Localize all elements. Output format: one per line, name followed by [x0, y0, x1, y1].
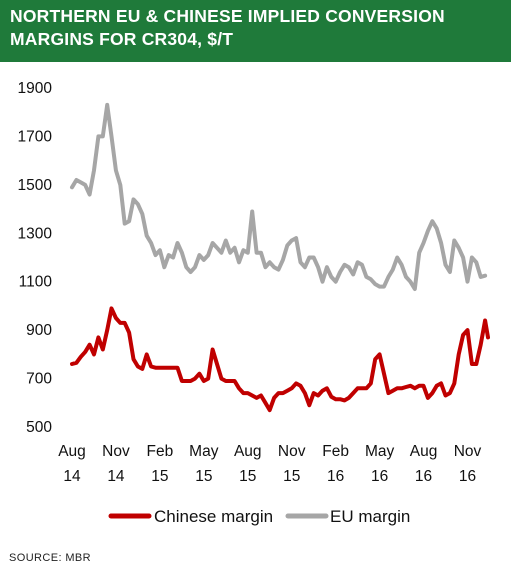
x-tick-label-month: Nov — [278, 443, 306, 460]
legend-label-eu-margin: EU margin — [330, 507, 410, 526]
x-tick-label-year: 16 — [415, 468, 432, 485]
x-tick-label-year: 14 — [107, 468, 125, 485]
y-tick-label: 1100 — [19, 274, 53, 291]
x-tick-label-year: 15 — [151, 468, 168, 485]
chart-title: NORTHERN EU & CHINESE IMPLIED CONVERSION… — [0, 0, 511, 62]
legend-label-chinese-margin: Chinese margin — [154, 507, 273, 526]
source-note: SOURCE: MBR — [9, 552, 92, 564]
x-tick-label-month: Nov — [454, 443, 482, 460]
y-tick-label: 1700 — [18, 128, 53, 145]
x-axis: Aug 14 Nov 14 Feb 15 May 15 Aug 15 Nov 15 Feb 16 May 16… — [58, 443, 481, 485]
x-tick-label-month: Nov — [102, 443, 130, 460]
series-line-eu-margin — [70, 102, 488, 291]
series-line-chinese-margin — [70, 306, 490, 413]
x-tick-label-year: 16 — [459, 468, 476, 485]
x-tick-label-year: 15 — [239, 468, 256, 485]
x-tick-label-month: May — [189, 443, 219, 460]
y-tick-label: 700 — [26, 371, 52, 388]
y-tick-label: 1500 — [18, 177, 53, 194]
y-tick-label: 1900 — [18, 80, 53, 97]
x-tick-label-month: Feb — [322, 443, 349, 460]
chart-title-text: NORTHERN EU & CHINESE IMPLIED CONVERSION… — [10, 6, 445, 49]
y-axis: 500 700 900 1100 1300 1500 1700 1900 — [18, 80, 53, 436]
x-tick-label-year: 16 — [371, 468, 388, 485]
y-tick-label: 1300 — [18, 225, 53, 242]
y-tick-label: 500 — [26, 419, 52, 436]
x-tick-label-year: 15 — [283, 468, 300, 485]
y-tick-label: 900 — [26, 322, 52, 339]
plot-area — [70, 102, 490, 413]
x-tick-label-month: Aug — [234, 443, 262, 460]
x-tick-label-month: Aug — [58, 443, 86, 460]
x-tick-label-year: 14 — [63, 468, 81, 485]
x-tick-label-month: Aug — [410, 443, 438, 460]
x-tick-label-year: 15 — [195, 468, 212, 485]
x-tick-label-month: May — [365, 443, 395, 460]
x-tick-label-year: 16 — [327, 468, 344, 485]
legend: Chinese margin EU margin — [108, 507, 410, 526]
x-tick-label-month: Feb — [147, 443, 174, 460]
